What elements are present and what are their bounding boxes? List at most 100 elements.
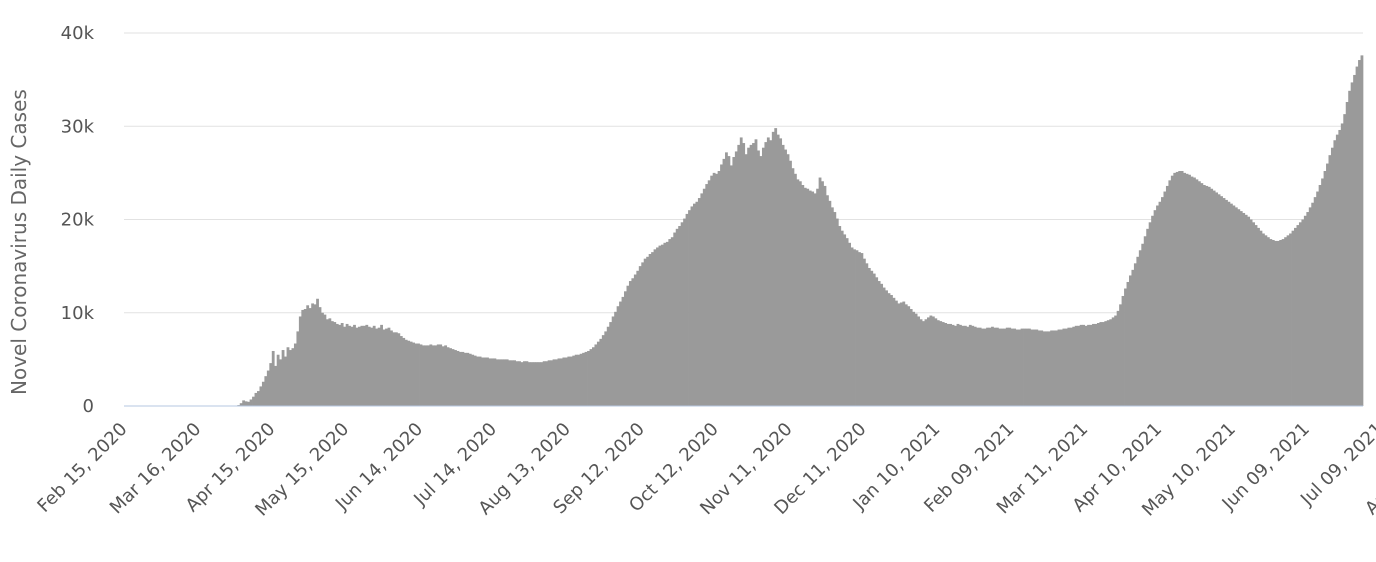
bar <box>1193 177 1196 406</box>
bar <box>1013 328 1017 406</box>
bar <box>766 137 770 406</box>
bar <box>688 210 691 406</box>
bar <box>877 281 881 406</box>
bar <box>848 242 851 406</box>
bar <box>712 172 716 407</box>
bar <box>505 359 509 407</box>
bar <box>966 326 970 406</box>
bar <box>968 324 972 406</box>
bar <box>1037 330 1041 406</box>
bar <box>394 332 398 406</box>
bar <box>271 350 275 406</box>
bar <box>1239 211 1243 406</box>
bar <box>1050 330 1053 406</box>
bar <box>744 154 748 406</box>
bar <box>1205 185 1209 406</box>
bar <box>614 311 617 406</box>
bar <box>550 360 553 406</box>
bar <box>1131 269 1135 406</box>
bar <box>840 230 844 406</box>
bar <box>1028 328 1031 406</box>
bar <box>306 305 310 406</box>
bar <box>473 355 477 406</box>
bar <box>409 341 413 406</box>
bar <box>1062 328 1066 406</box>
bar <box>843 234 847 406</box>
bar <box>1060 329 1063 406</box>
bar <box>1188 174 1191 406</box>
bar <box>1032 329 1036 406</box>
bar <box>606 326 610 406</box>
bar <box>818 177 822 406</box>
bar <box>1210 188 1214 406</box>
bar <box>301 309 305 406</box>
bar <box>929 315 933 406</box>
bar <box>976 327 980 406</box>
bar <box>279 359 282 407</box>
bar <box>582 352 585 406</box>
bar <box>1178 171 1182 406</box>
bar <box>461 351 465 406</box>
bar <box>858 252 861 406</box>
bar <box>589 349 593 406</box>
y-axis-tick-labels: 0 10k 20k 30k 40k <box>61 23 95 417</box>
bar <box>1220 196 1223 406</box>
bar <box>995 327 999 406</box>
bar <box>1318 185 1322 406</box>
bar <box>239 403 243 406</box>
bar <box>1321 178 1324 406</box>
bar <box>463 352 467 406</box>
bar <box>1064 328 1068 406</box>
bar <box>720 164 723 406</box>
bar <box>1084 325 1088 406</box>
bar <box>1340 123 1344 406</box>
bar <box>944 323 948 406</box>
bar <box>1276 240 1280 406</box>
bar <box>434 345 438 406</box>
bar <box>1350 82 1354 407</box>
bar-series <box>237 55 1364 407</box>
bar <box>665 241 669 406</box>
bar <box>1094 323 1098 406</box>
bar <box>478 356 482 406</box>
bar <box>313 304 317 406</box>
bar <box>537 362 541 406</box>
bar <box>1163 191 1167 406</box>
bar <box>1335 134 1339 406</box>
bar <box>350 326 354 406</box>
bar <box>249 399 253 406</box>
bar <box>806 188 810 406</box>
bar <box>1106 320 1110 406</box>
bar <box>865 263 869 406</box>
bar <box>899 302 903 406</box>
bar <box>993 327 997 406</box>
bar <box>631 278 635 406</box>
bar <box>345 323 349 406</box>
bar <box>1195 179 1199 406</box>
bar <box>269 363 273 406</box>
bar <box>949 323 952 406</box>
bar <box>399 336 403 406</box>
bar <box>567 356 571 406</box>
bar <box>885 290 888 406</box>
bar <box>1266 237 1270 406</box>
bar <box>476 356 480 406</box>
bar <box>737 144 741 406</box>
bar <box>1146 228 1150 406</box>
bar <box>646 256 650 406</box>
bar <box>1345 102 1349 406</box>
bar <box>500 359 504 407</box>
bar <box>754 139 758 406</box>
bar <box>1052 330 1056 406</box>
bar <box>1114 315 1118 406</box>
bar <box>1212 190 1216 406</box>
bar <box>887 293 891 406</box>
bar <box>611 316 615 406</box>
bar <box>1242 212 1246 406</box>
bar <box>311 303 315 406</box>
bar <box>244 401 248 406</box>
bar <box>1025 328 1029 406</box>
bar <box>1229 203 1233 406</box>
bar <box>927 317 930 406</box>
y-tick-label: 30k <box>61 116 95 137</box>
